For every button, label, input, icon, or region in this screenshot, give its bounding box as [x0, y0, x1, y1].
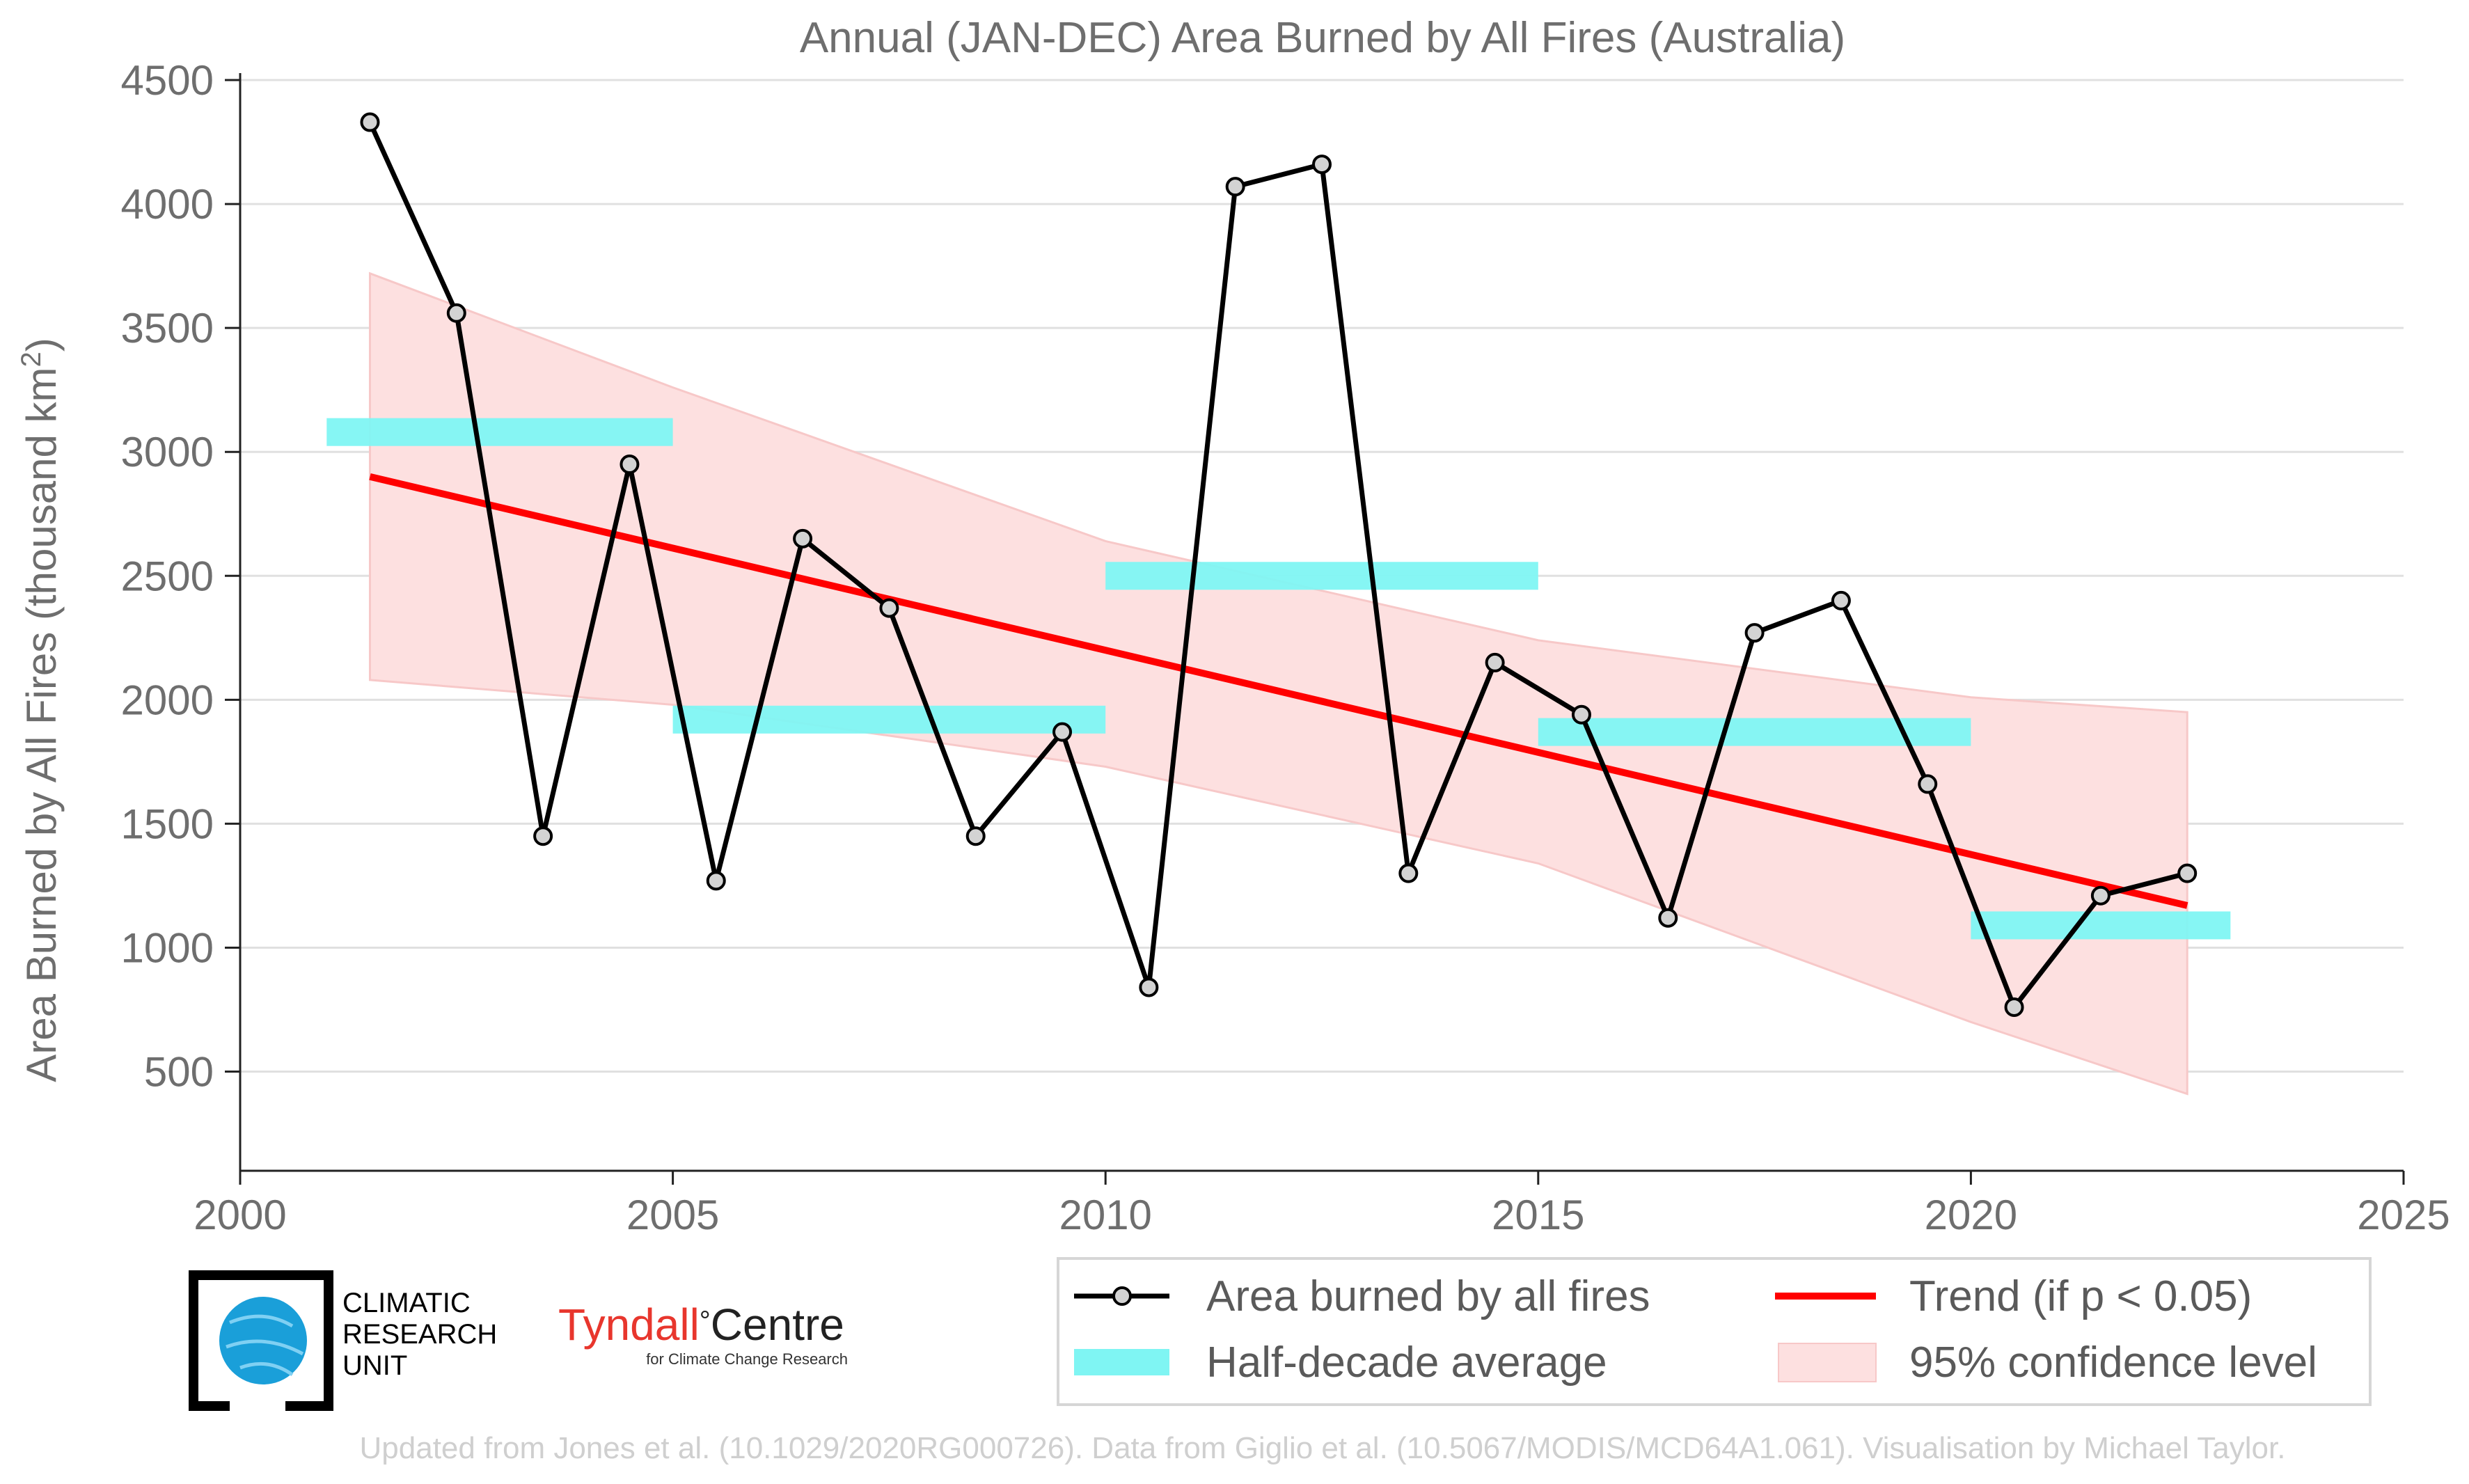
legend-item-confidence: 95% confidence level [1778, 1339, 2317, 1387]
half-decade-bar [1105, 562, 1538, 590]
legend: Area burned by all fires Trend (if p < 0… [1057, 1257, 2372, 1406]
x-tick-label: 2025 [2357, 1192, 2450, 1238]
legend-label-trend: Trend (if p < 0.05) [1909, 1272, 2252, 1320]
legend-item-trend: Trend (if p < 0.05) [1775, 1272, 2252, 1320]
tyndall-logo-text: Tyndall°Centre [558, 1300, 844, 1350]
legend-label-confidence: 95% confidence level [1909, 1339, 2317, 1387]
x-tick-label: 2020 [1925, 1192, 2017, 1238]
tyndall-centre: Centre [711, 1300, 844, 1350]
data-point [965, 826, 986, 846]
y-tick-labels: 500 1000 1500 2000 2500 3000 3500 4000 4500 [121, 57, 214, 1096]
tyndall-name: Tyndall [558, 1300, 700, 1350]
chart-title: Annual (JAN-DEC) Area Burned by All Fire… [800, 14, 1845, 62]
data-point [446, 303, 466, 323]
legend-series-marker [1112, 1286, 1132, 1306]
data-point [1312, 155, 1332, 175]
legend-confidence-swatch [1778, 1343, 1877, 1382]
cru-bracket-right [285, 1270, 333, 1411]
half-decade-bar [672, 705, 1106, 734]
cru-bracket-left [189, 1270, 237, 1411]
legend-item-series: Area burned by all fires [1074, 1272, 1650, 1320]
y-axis-label-close: ) [18, 338, 65, 352]
data-point [1831, 590, 1851, 610]
confidence-band [368, 271, 2188, 1096]
cru-text-line3: UNIT [342, 1350, 407, 1381]
half-decade-bar [326, 418, 673, 446]
tyndall-subtitle: for Climate Change Research [646, 1350, 848, 1368]
confidence-band-area [368, 271, 2188, 1096]
data-point [1139, 977, 1159, 997]
legend-label-series: Area burned by all fires [1206, 1272, 1650, 1320]
y-tick-label: 1000 [121, 924, 214, 971]
trend-line-group [369, 473, 2188, 909]
tyndall-degree: ° [700, 1306, 711, 1336]
x-tick-labels: 2000 2005 2010 2015 2020 2025 [194, 1192, 2450, 1238]
data-point [533, 826, 553, 846]
data-point [879, 598, 899, 618]
y-axis-label: Area Burned by All Fires (thousand km2) [16, 338, 65, 1082]
legend-box [1057, 1257, 2372, 1406]
data-point [620, 455, 640, 475]
cru-logo: CLIMATIC RESEARCH UNIT [189, 1270, 497, 1411]
x-tick-label: 2015 [1492, 1192, 1584, 1238]
data-point [360, 112, 380, 132]
data-point [1571, 704, 1591, 725]
data-point [793, 528, 813, 548]
x-tick-label: 2010 [1059, 1192, 1151, 1238]
y-axis-label-superscript: 2 [16, 352, 47, 367]
data-point [1485, 652, 1505, 672]
y-tick-label: 3000 [121, 429, 214, 475]
x-tick-label: 2005 [626, 1192, 719, 1238]
series-area-burned [360, 112, 2198, 1017]
half-decade-bar [1971, 911, 2231, 940]
y-tick-label: 2000 [121, 677, 214, 723]
data-point [1052, 722, 1073, 742]
tyndall-logo: Tyndall°Centre for Climate Change Resear… [558, 1300, 848, 1368]
y-tick-label: 4000 [121, 181, 214, 228]
trend-line [369, 473, 2188, 909]
y-tick-label: 500 [144, 1049, 214, 1096]
x-tick-label: 2000 [194, 1192, 286, 1238]
half-decade-bars [326, 418, 2231, 940]
data-point [2090, 885, 2111, 906]
data-point [1398, 863, 1419, 883]
legend-label-half-decade: Half-decade average [1206, 1339, 1607, 1387]
data-point [2177, 863, 2198, 883]
y-tick-label: 4500 [121, 57, 214, 104]
data-point [1744, 623, 1765, 643]
legend-item-half-decade: Half-decade average [1074, 1339, 1607, 1387]
data-point [706, 871, 726, 891]
data-point [1658, 908, 1678, 928]
y-tick-label: 1500 [121, 800, 214, 847]
series-line [368, 121, 2188, 1010]
axes [239, 73, 2405, 1185]
cru-globe-lines [226, 1314, 304, 1377]
footnote: Updated from Jones et al. (10.1029/2020R… [360, 1431, 2286, 1465]
data-point [1225, 177, 1245, 197]
y-tick-label: 2500 [121, 553, 214, 599]
legend-half-decade-swatch [1074, 1349, 1169, 1375]
cru-text-line2: RESEARCH [342, 1319, 497, 1350]
data-point [1918, 774, 1938, 794]
y-axis-label-main: Area Burned by All Fires (thousand km [18, 368, 65, 1082]
cru-text-line1: CLIMATIC [342, 1288, 471, 1318]
data-point [2004, 997, 2024, 1017]
y-tick-label: 3500 [121, 305, 214, 352]
